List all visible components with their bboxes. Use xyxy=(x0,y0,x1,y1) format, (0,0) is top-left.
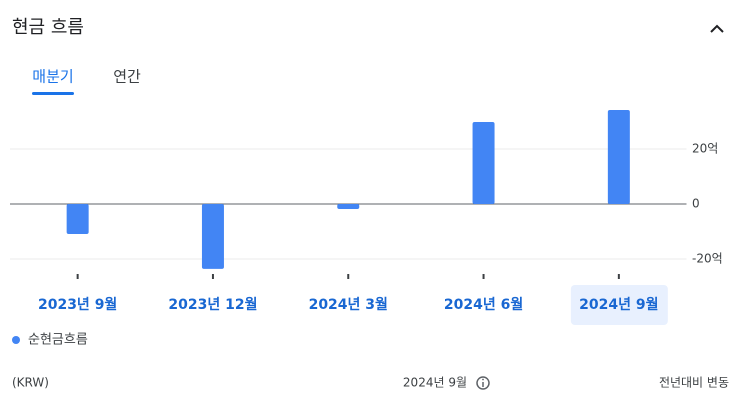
tab-annual[interactable]: 연간 xyxy=(113,68,141,86)
x-tick-label[interactable]: 2023년 12월 xyxy=(168,296,257,313)
period: 2024년 9월 xyxy=(403,376,467,390)
y-tick-label: -20억 xyxy=(692,252,723,266)
card-title: 현금 흐름 xyxy=(12,17,84,38)
info-icon-dot xyxy=(482,378,484,381)
x-tick-label[interactable]: 2024년 6월 xyxy=(444,296,523,313)
tab-quarterly[interactable]: 매분기 xyxy=(32,68,73,86)
legend-label: 순현금흐름 xyxy=(28,333,88,348)
currency: (KRW) xyxy=(12,376,49,390)
bar xyxy=(472,122,495,204)
y-tick-label: 0 xyxy=(692,197,700,211)
collapse-chevron[interactable] xyxy=(710,24,724,33)
bar xyxy=(337,204,360,209)
x-tick-label[interactable]: 2024년 3월 xyxy=(309,296,388,313)
change-label: 전년대비 변동 xyxy=(659,376,729,390)
x-tick-label[interactable]: 2024년 9월 xyxy=(579,296,658,313)
info-icon[interactable] xyxy=(476,376,490,390)
bar xyxy=(201,204,224,269)
selected-period-bg xyxy=(570,285,668,325)
legend-marker xyxy=(12,336,20,344)
y-tick-label: 20억 xyxy=(692,142,718,156)
tab-underline xyxy=(32,92,74,95)
x-tick-label[interactable]: 2023년 9월 xyxy=(38,296,117,313)
bar xyxy=(607,109,630,204)
bar xyxy=(66,204,89,234)
